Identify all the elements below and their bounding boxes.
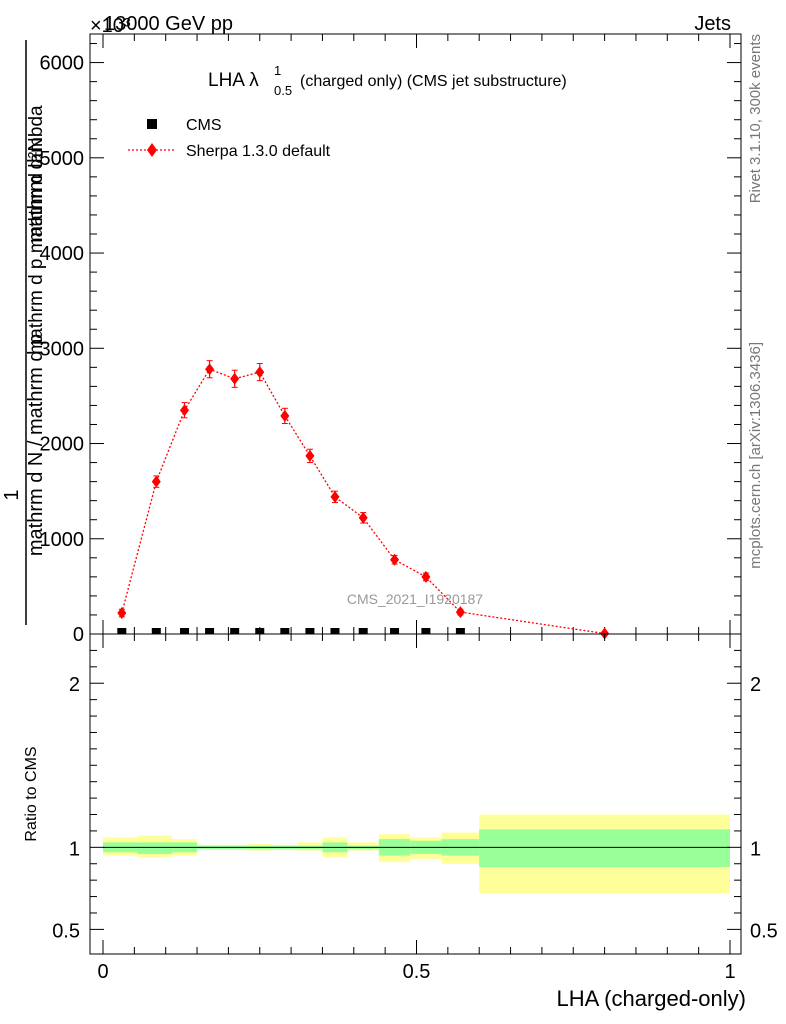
main-y-tick-label: 5000: [40, 148, 85, 170]
legend: CMS Sherpa 1.3.0 default: [128, 117, 331, 160]
x-tick-label: 0.5: [403, 961, 431, 983]
cms-point: [151, 628, 161, 634]
cms-point: [358, 628, 368, 634]
ratio-y-tick-label: 2: [69, 674, 80, 696]
ylabel-numerator: mathrm d²N: [25, 137, 47, 243]
x-tick-label: 0: [97, 961, 108, 983]
mcplots-label: mcplots.cern.ch [arXiv:1306.3436]: [747, 342, 764, 569]
ratio-inner-band: [479, 829, 730, 868]
x-tick-label: 1: [724, 961, 735, 983]
ratio-axis-ticks: 0.5 0.5 1 1 2 2 0 0.5 1: [52, 634, 778, 983]
cms-point: [205, 628, 215, 634]
main-y-tick-label: 2000: [40, 434, 85, 456]
title-sub: 0.5: [274, 83, 292, 98]
ratio-plot-frame: [89, 633, 742, 955]
process-label: Jets: [694, 13, 731, 35]
main-y-tick-label: 6000: [40, 53, 85, 75]
title-main: LHA λ: [208, 70, 259, 91]
title-sup: 1: [274, 63, 281, 78]
cms-point: [117, 628, 127, 634]
plot-title: LHA λ 1 0.5 (charged only) (CMS jet subs…: [208, 63, 567, 98]
main-y-tick-label: 1000: [40, 529, 85, 551]
exponent-label: ×10³: [90, 15, 131, 37]
x-axis-label: LHA (charged-only): [556, 986, 746, 1011]
main-y-axis-label: 1 mathrm d N / mathrm d p mathrm d²N mat…: [1, 40, 47, 625]
sherpa-point: [180, 404, 190, 417]
sherpa-point: [280, 409, 290, 422]
svg-text:LHA λ: LHA λ: [208, 70, 259, 91]
ylabel-one: 1: [1, 489, 23, 500]
ratio-y-tick-label: 1: [69, 838, 80, 860]
sherpa-point: [330, 490, 340, 503]
cms-point: [280, 628, 290, 634]
ylabel-denominator-b: mathrm d p mathrm d lambda: [26, 105, 47, 355]
ratio-y-tick-label-right: 1: [750, 838, 761, 860]
sherpa-point: [305, 449, 315, 462]
cms-point: [230, 628, 240, 634]
cms-point: [305, 628, 315, 634]
legend-marker-cms: [147, 119, 157, 129]
sherpa-point: [205, 363, 215, 376]
legend-label-sherpa: Sherpa 1.3.0 default: [186, 143, 331, 160]
sherpa-point: [255, 366, 265, 379]
main-y-tick-label: 3000: [40, 338, 85, 360]
ratio-bands-layer: [103, 814, 730, 894]
cms-point: [255, 628, 265, 634]
title-rest: (charged only) (CMS jet substructure): [300, 73, 567, 90]
ratio-y-axis-label: Ratio to CMS: [23, 746, 40, 841]
main-y-tick-label: 0: [73, 624, 84, 646]
ratio-y-tick-label-right: 0.5: [750, 920, 778, 942]
main-axis-ticks: 0 1000 2000 3000 4000 5000 6000: [40, 34, 741, 646]
main-series-layer: [117, 360, 610, 640]
sherpa-point: [151, 475, 161, 488]
cms-point: [421, 628, 431, 634]
sherpa-point: [421, 570, 431, 583]
ratio-y-tick-label: 0.5: [52, 920, 80, 942]
sherpa-point: [117, 607, 127, 620]
sherpa-point: [390, 553, 400, 566]
legend-label-cms: CMS: [186, 117, 222, 134]
cms-point: [390, 628, 400, 634]
cms-point: [330, 628, 340, 634]
main-y-tick-label: 4000: [40, 243, 85, 265]
sherpa-line: [121, 368, 605, 635]
cms-point: [180, 628, 190, 634]
sherpa-point: [230, 372, 240, 385]
legend-marker-sherpa: [147, 143, 157, 157]
collision-energy-label: 13000 GeV pp: [104, 13, 233, 35]
analysis-watermark: CMS_2021_I1920187: [347, 591, 483, 607]
cms-point: [455, 628, 465, 634]
sherpa-point: [358, 511, 368, 524]
ratio-y-tick-label-right: 2: [750, 674, 761, 696]
ratio-inner-band: [137, 842, 172, 854]
sherpa-point: [455, 606, 465, 619]
rivet-label: Rivet 3.1.10, 300k events: [747, 34, 764, 203]
ylabel-denominator-a: mathrm d N / mathrm d p: [25, 334, 47, 556]
